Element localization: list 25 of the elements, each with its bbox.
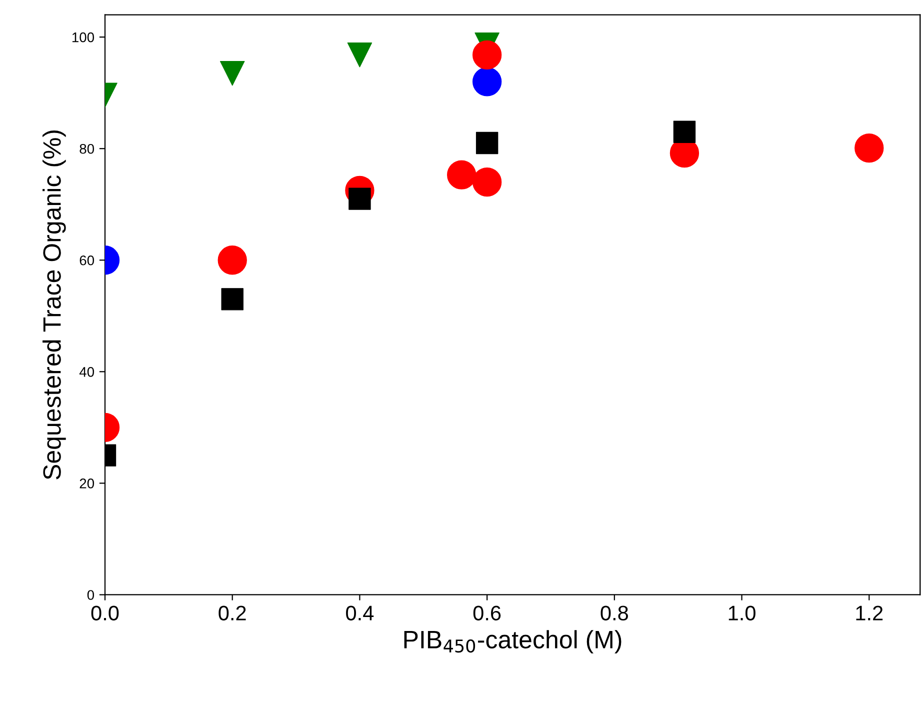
- x-tick-label: 0.0: [91, 606, 119, 620]
- y-tick-label: 100: [72, 32, 94, 42]
- y-axis-title: Sequestered Trace Organic (%): [42, 130, 66, 480]
- x-tick-label: 1.0: [728, 606, 756, 620]
- x-tick-label: 0.6: [473, 606, 501, 620]
- point: [476, 132, 498, 154]
- point: [673, 120, 696, 143]
- point: [854, 133, 884, 163]
- point: [447, 160, 476, 190]
- x-axis-title: PIB$_{450}$-catechol (M): [404, 630, 622, 654]
- point: [472, 167, 502, 197]
- x-tick-label: 0.8: [600, 606, 628, 620]
- point: [472, 40, 502, 70]
- y-tick-label: 80: [80, 144, 94, 154]
- point: [220, 60, 245, 86]
- x-tick-label: 0.2: [218, 606, 246, 620]
- y-tick-label: 0: [87, 590, 94, 600]
- y-tick-label: 40: [79, 367, 94, 377]
- y-tick-label: 20: [80, 478, 94, 488]
- point: [218, 246, 247, 275]
- point: [221, 288, 244, 310]
- y-tick-label: 60: [80, 255, 94, 266]
- point: [347, 42, 372, 68]
- x-tick-label: 1.2: [856, 606, 883, 620]
- x-tick-label: 0.4: [346, 606, 374, 620]
